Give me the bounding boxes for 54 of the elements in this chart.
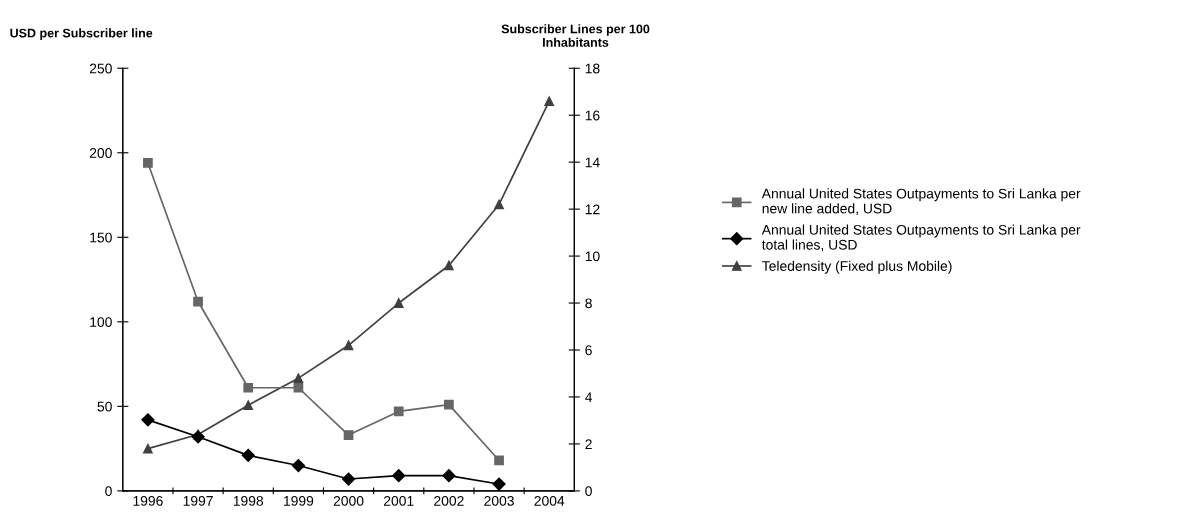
legend-label: Annual United States Outpayments to Sri Lanka per new line added, USD [761, 188, 1081, 216]
y2-tick-label: 4 [585, 392, 593, 402]
y-tick-label: 250 [89, 63, 112, 74]
point [143, 158, 153, 168]
point [492, 477, 506, 491]
point [494, 455, 504, 466]
point [141, 413, 155, 427]
point [341, 472, 356, 486]
point [393, 406, 404, 417]
y-axis-title: USD per Subscriber line [10, 28, 153, 40]
x-tick-label: 1997 [183, 495, 213, 506]
x-tick-label: 2003 [484, 495, 514, 506]
y2-tick-label: 14 [585, 157, 600, 168]
point [393, 298, 404, 308]
point [291, 458, 305, 473]
point [193, 296, 203, 307]
point [444, 260, 454, 271]
point [494, 199, 504, 210]
y-tick-label: 50 [97, 401, 112, 412]
legend-label: Teledensity (Fixed plus Mobile) [762, 260, 952, 274]
point [343, 430, 354, 440]
x-tick-label: 2004 [534, 495, 565, 506]
point [444, 399, 454, 410]
point [392, 469, 406, 483]
point [293, 382, 304, 393]
y-tick-label: 200 [89, 148, 112, 158]
y-tick-label: 0 [105, 486, 112, 497]
point [191, 430, 205, 444]
x-tick-label: 2002 [434, 495, 464, 506]
y2-tick-label: 12 [585, 204, 600, 215]
point [241, 448, 255, 462]
point [243, 400, 254, 411]
y2-tick-label: 6 [585, 345, 592, 356]
x-tick-label: 2001 [383, 495, 414, 506]
y2-tick-label: 8 [585, 298, 592, 309]
point [293, 373, 304, 384]
y2-axis-title: Subscriber Lines per 100 Inhabitants [501, 24, 650, 47]
y2-tick-label: 16 [585, 110, 600, 121]
x-tick-label: 1996 [133, 495, 163, 506]
point [343, 340, 354, 351]
legend-label: Annual United States Outpayments to Sri Lanka per total lines, USD [761, 224, 1081, 252]
y-tick-label: 150 [90, 232, 112, 243]
y2-tick-label: 0 [585, 486, 592, 497]
y2-tick-label: 10 [585, 251, 600, 262]
x-tick-label: 1998 [233, 495, 264, 506]
point [544, 96, 555, 106]
y2-tick-label: 2 [585, 439, 592, 449]
x-tick-label: 1999 [284, 495, 314, 506]
point [143, 443, 153, 454]
y-tick-label: 100 [90, 317, 112, 327]
point [442, 469, 456, 483]
point [243, 382, 254, 393]
y2-tick-label: 18 [585, 63, 600, 74]
x-tick-label: 2000 [333, 495, 364, 506]
